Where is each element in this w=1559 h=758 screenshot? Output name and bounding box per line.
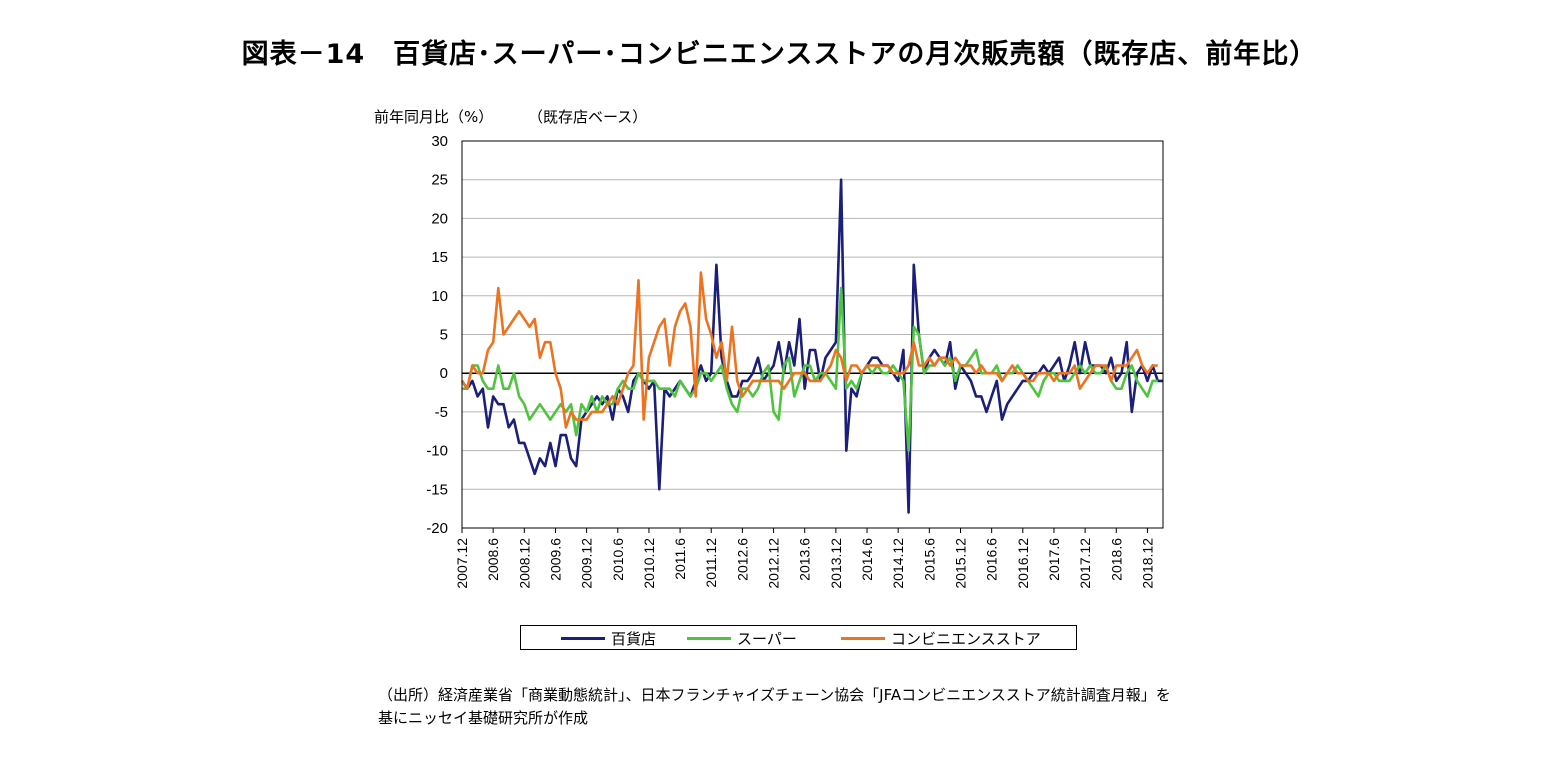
y-tick-label: 0: [440, 365, 448, 382]
plot-frame: [461, 140, 1164, 529]
y-tick-label: 25: [431, 172, 448, 189]
x-tick-label: 2017.12: [1077, 538, 1093, 589]
x-tick-label: 2016.12: [1015, 538, 1031, 589]
y-tick-label: 5: [440, 327, 448, 344]
x-tick-label: 2009.6: [547, 538, 563, 581]
x-tick-label: 2015.6: [921, 538, 937, 581]
y-tick-label: -20: [426, 520, 448, 537]
series-line-dept: [460, 178, 1163, 514]
x-tick-label: 2007.12: [454, 538, 470, 589]
x-tick-label: 2018.12: [1139, 538, 1155, 589]
y-tick-label: 10: [431, 288, 448, 305]
y-tick-label: 15: [431, 249, 448, 266]
y-tick-label: -15: [426, 481, 448, 498]
source-line-2: 基にニッセイ基礎研究所が作成: [378, 709, 589, 727]
x-tick-label: 2010.12: [641, 538, 657, 589]
x-tick-label: 2010.6: [610, 538, 626, 581]
chart-subtitle: （既存店ベース）: [528, 108, 648, 126]
line-chart: 30 25 20 15 10 5 0 -5 -10 -15 -20 2007.12 2008.6 2008…: [426, 133, 1164, 589]
x-tick-label: 2013.6: [797, 538, 813, 581]
x-tick-label: 2014.6: [859, 538, 875, 581]
x-tick-label: 2014.12: [890, 538, 906, 589]
legend-swatch-dept: [561, 637, 605, 640]
x-tick-label: 2016.6: [984, 538, 1000, 581]
x-tick-label: 2011.12: [703, 538, 719, 588]
x-tick-label: 2009.12: [579, 538, 595, 589]
legend-swatch-cvs: [841, 637, 885, 640]
y-tick-label: 30: [431, 133, 448, 150]
y-axis-label: 前年同月比（%）: [374, 108, 494, 126]
legend-item-dept: 百貨店: [561, 628, 656, 649]
source-note: （出所）経済産業省「商業動態統計」、日本フランチャイズチェーン協会「JFAコンビ…: [378, 684, 1171, 730]
x-tick-label: 2012.12: [766, 538, 782, 589]
series-line-cvs: [460, 271, 1158, 429]
chart-title: 図表－14 百貨店･スーパー･コンビニエンスストアの月次販売額（既存店、前年比）: [241, 39, 1318, 70]
x-tick-label: 2008.6: [485, 538, 501, 581]
legend-item-super: スーパー: [687, 628, 797, 649]
x-tick-label: 2013.12: [828, 538, 844, 589]
x-tick-label: 2008.12: [516, 538, 532, 589]
y-tick-label: -10: [426, 443, 448, 460]
legend-label-cvs: コンビニエンスストア: [891, 630, 1041, 648]
x-tick-label: 2012.6: [734, 538, 750, 581]
legend: 百貨店 スーパー コンビニエンスストア: [520, 625, 1077, 650]
x-tick-label: 2017.6: [1046, 538, 1062, 581]
x-tick-label: 2015.12: [952, 538, 968, 589]
legend-item-cvs: コンビニエンスストア: [841, 628, 1041, 649]
y-tick-label: -5: [435, 404, 448, 421]
legend-label-dept: 百貨店: [611, 630, 657, 648]
y-tick-label: 20: [431, 210, 448, 227]
source-line-1: （出所）経済産業省「商業動態統計」、日本フランチャイズチェーン協会「JFAコンビ…: [378, 686, 1171, 704]
series-line-super: [462, 286, 1158, 452]
x-tick-label: 2011.6: [672, 538, 688, 580]
legend-swatch-super: [687, 637, 731, 640]
legend-label-super: スーパー: [737, 630, 797, 648]
x-tick-label: 2018.6: [1108, 538, 1124, 581]
